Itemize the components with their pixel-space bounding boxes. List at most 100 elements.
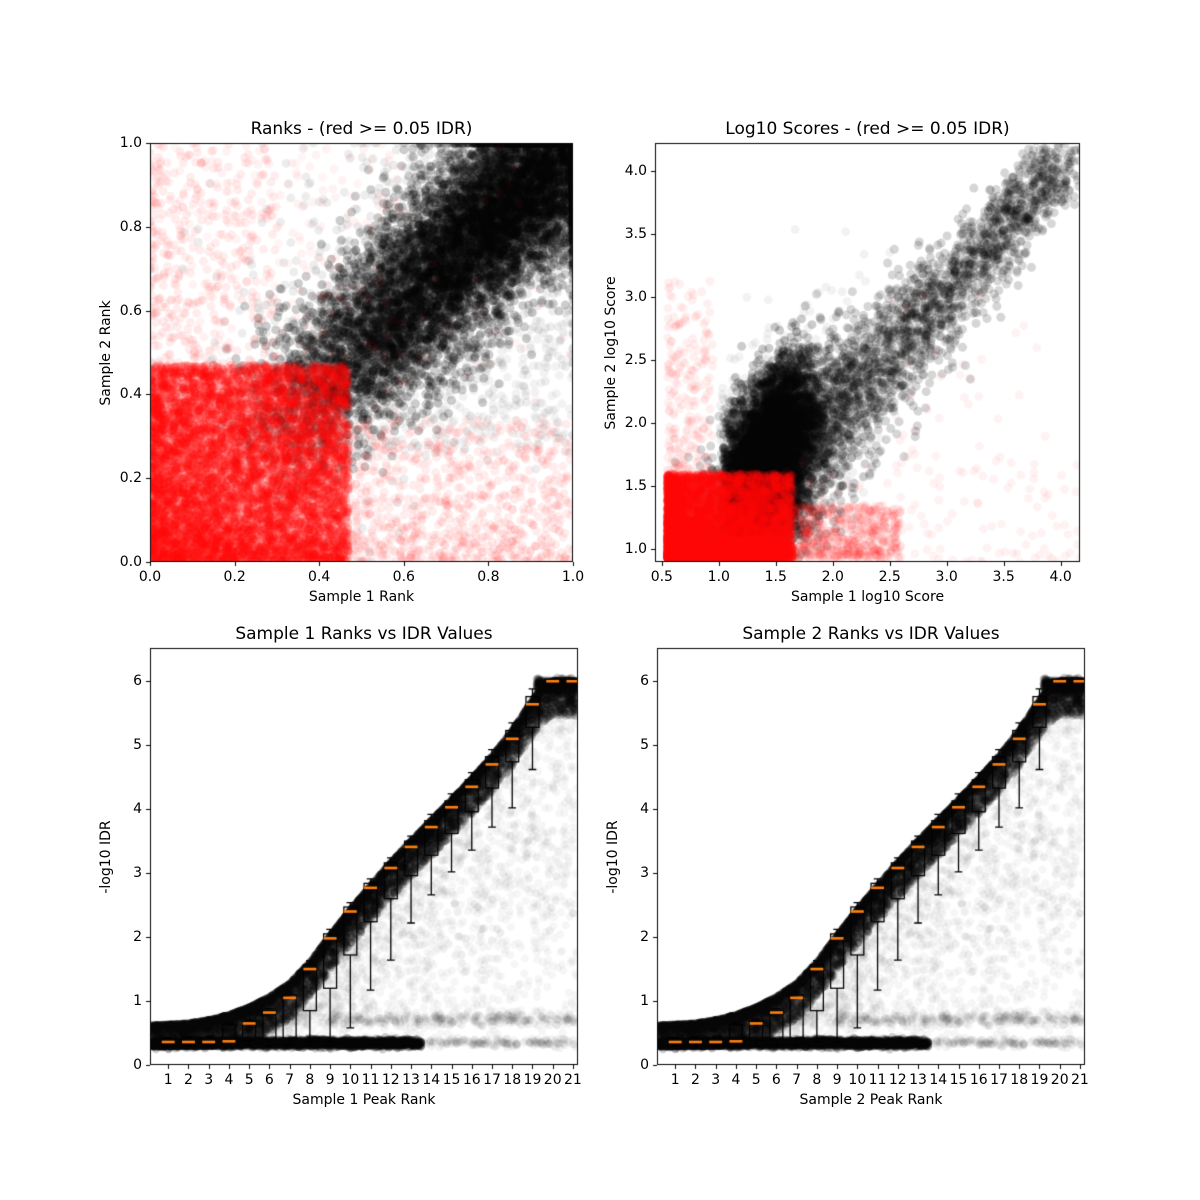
x-tick-label: 18 <box>503 1072 522 1088</box>
x-tick-label: 14 <box>422 1072 441 1088</box>
x-tick-label: 1.0 <box>561 569 585 585</box>
x-tick-label: 11 <box>361 1072 380 1088</box>
x-tick-label: 1 <box>163 1072 173 1088</box>
x-tick-label: 17 <box>990 1072 1008 1088</box>
y-tick-label: 1 <box>640 993 649 1010</box>
x-tick-label: 20 <box>1050 1072 1069 1088</box>
x-tick-label: 5 <box>244 1072 254 1088</box>
x-axis-label: Sample 1 Rank <box>308 589 415 605</box>
x-tick-label: 2.5 <box>878 569 901 585</box>
x-tick-label: 1.5 <box>764 569 787 585</box>
x-tick-label: 0.6 <box>392 569 415 585</box>
y-axis-label: -log10 IDR <box>98 819 114 894</box>
y-tick-label: 3.5 <box>624 225 647 242</box>
y-tick-label: 2.0 <box>624 415 647 432</box>
y-axis-label: -log10 IDR <box>605 819 621 894</box>
x-axis-label: Sample 1 Peak Rank <box>292 1092 436 1108</box>
x-tick-label: 8 <box>305 1072 315 1088</box>
x-tick-label: 3 <box>204 1072 214 1088</box>
y-tick-label: 5 <box>133 737 142 754</box>
x-tick-label: 0.8 <box>477 569 500 585</box>
x-tick-label: 1.0 <box>707 569 730 585</box>
x-axis-label: Sample 2 Peak Rank <box>799 1092 943 1108</box>
y-tick-label: 2.5 <box>624 352 647 369</box>
x-tick-label: 3.0 <box>935 569 958 585</box>
y-tick-label: 6 <box>640 673 649 690</box>
x-tick-label: 10 <box>848 1072 867 1088</box>
x-tick-label: 18 <box>1010 1072 1029 1088</box>
x-tick-label: 19 <box>1030 1072 1049 1088</box>
sample1-idr-canvas <box>136 634 592 1079</box>
x-tick-label: 0.2 <box>223 569 246 585</box>
y-tick-label: 1.0 <box>119 135 142 151</box>
y-tick-label: 2 <box>133 929 142 946</box>
y-tick-label: 4.0 <box>624 162 647 179</box>
y-tick-label: 3.0 <box>624 288 647 305</box>
x-tick-label: 12 <box>381 1072 400 1088</box>
x-tick-label: 15 <box>949 1072 968 1088</box>
x-tick-label: 0.5 <box>650 569 673 585</box>
y-tick-label: 1 <box>133 993 142 1010</box>
x-tick-label: 3 <box>711 1072 721 1088</box>
x-tick-label: 11 <box>868 1072 887 1088</box>
x-tick-label: 16 <box>462 1072 481 1088</box>
x-tick-label: 5 <box>751 1072 761 1088</box>
x-tick-label: 9 <box>325 1072 335 1088</box>
x-tick-label: 3.5 <box>992 569 1015 585</box>
x-tick-label: 13 <box>909 1072 927 1088</box>
score-scatter-canvas <box>641 129 1094 576</box>
y-tick-label: 0.2 <box>119 470 142 487</box>
plot-title: Sample 2 Ranks vs IDR Values <box>742 624 1000 644</box>
x-tick-label: 13 <box>402 1072 420 1088</box>
x-tick-label: 7 <box>285 1072 295 1088</box>
x-axis-label: Sample 1 log10 Score <box>790 589 945 605</box>
y-tick-label: 0.6 <box>119 302 142 319</box>
y-tick-label: 3 <box>133 865 142 882</box>
x-tick-label: 20 <box>543 1072 562 1088</box>
y-tick-label: 5 <box>640 737 649 754</box>
y-tick-label: 0 <box>133 1057 142 1073</box>
x-tick-label: 12 <box>888 1072 907 1088</box>
plot-title: Ranks - (red >= 0.05 IDR) <box>250 119 473 139</box>
y-tick-label: 0 <box>640 1057 649 1073</box>
sample2-idr-canvas <box>643 634 1099 1079</box>
x-tick-label: 4 <box>731 1072 741 1088</box>
x-tick-label: 21 <box>564 1072 582 1088</box>
plot-title: Log10 Scores - (red >= 0.05 IDR) <box>725 119 1010 139</box>
x-tick-label: 6 <box>264 1072 274 1088</box>
x-tick-label: 0.4 <box>308 569 331 585</box>
x-tick-label: 2.0 <box>821 569 844 585</box>
y-axis-label: Sample 2 log10 Score <box>603 275 619 430</box>
y-tick-label: 0.0 <box>119 554 142 570</box>
y-tick-label: 1.0 <box>624 541 647 558</box>
y-tick-label: 6 <box>133 673 142 690</box>
x-tick-label: 14 <box>929 1072 948 1088</box>
x-tick-label: 4 <box>224 1072 234 1088</box>
x-tick-label: 8 <box>812 1072 822 1088</box>
y-tick-label: 4 <box>133 801 142 818</box>
rank-scatter-canvas <box>136 129 587 576</box>
x-tick-label: 17 <box>483 1072 501 1088</box>
x-tick-label: 10 <box>341 1072 360 1088</box>
x-tick-label: 4.0 <box>1049 569 1072 585</box>
x-tick-label: 2 <box>690 1072 700 1088</box>
y-tick-label: 0.4 <box>119 386 142 403</box>
y-axis-label: Sample 2 Rank <box>98 299 114 406</box>
x-tick-label: 9 <box>832 1072 842 1088</box>
x-tick-label: 19 <box>523 1072 542 1088</box>
y-tick-label: 2 <box>640 929 649 946</box>
x-tick-label: 0.0 <box>138 569 162 585</box>
x-tick-label: 16 <box>969 1072 988 1088</box>
x-tick-label: 15 <box>442 1072 461 1088</box>
plot-title: Sample 1 Ranks vs IDR Values <box>235 624 493 644</box>
x-tick-label: 6 <box>771 1072 781 1088</box>
y-tick-label: 3 <box>640 865 649 882</box>
y-tick-label: 0.8 <box>119 218 142 235</box>
y-tick-label: 4 <box>640 801 649 818</box>
x-tick-label: 1 <box>670 1072 680 1088</box>
